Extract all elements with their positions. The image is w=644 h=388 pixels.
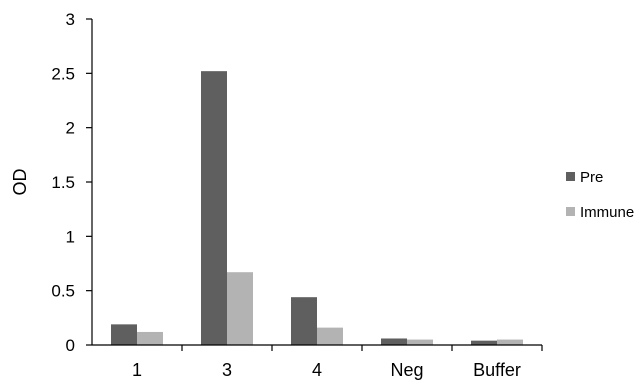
y-tick-label: 0	[66, 336, 75, 355]
bar-pre-buffer	[471, 340, 497, 345]
bar-immune-3	[227, 272, 253, 345]
bar-pre-3	[201, 71, 227, 345]
y-tick-label: 1.5	[51, 173, 75, 192]
x-tick-label: 4	[312, 360, 322, 380]
bar-immune-buffer	[497, 339, 523, 345]
y-tick-label: 3	[66, 10, 75, 29]
legend-label-immune: Immune	[580, 204, 634, 221]
legend-label-pre: Pre	[580, 169, 603, 186]
x-tick-label: 3	[222, 360, 232, 380]
x-tick-label: 1	[132, 360, 142, 380]
x-tick-label: Neg	[390, 360, 423, 380]
bars	[111, 71, 523, 345]
legend-swatch-pre	[566, 172, 575, 181]
y-tick-label: 2.5	[51, 64, 75, 83]
y-tick-label: 1	[66, 227, 75, 246]
legend: Pre Immune	[566, 169, 634, 221]
bar-pre-neg	[381, 338, 407, 345]
bar-immune-neg	[407, 339, 433, 345]
legend-swatch-immune	[566, 207, 575, 216]
y-axis-title: OD	[10, 168, 30, 195]
x-axis-ticks: 1 3 4 Neg Buffer	[132, 345, 543, 380]
x-tick-label: Buffer	[473, 360, 521, 380]
bar-pre-1	[111, 324, 137, 345]
y-tick-label: 2	[66, 119, 75, 138]
bar-immune-4	[317, 327, 343, 345]
bar-immune-1	[137, 331, 163, 345]
bar-pre-4	[291, 297, 317, 345]
y-tick-label: 0.5	[51, 282, 75, 301]
y-axis-ticks: 0 0.5 1 1.5 2 2.5 3	[51, 10, 92, 355]
